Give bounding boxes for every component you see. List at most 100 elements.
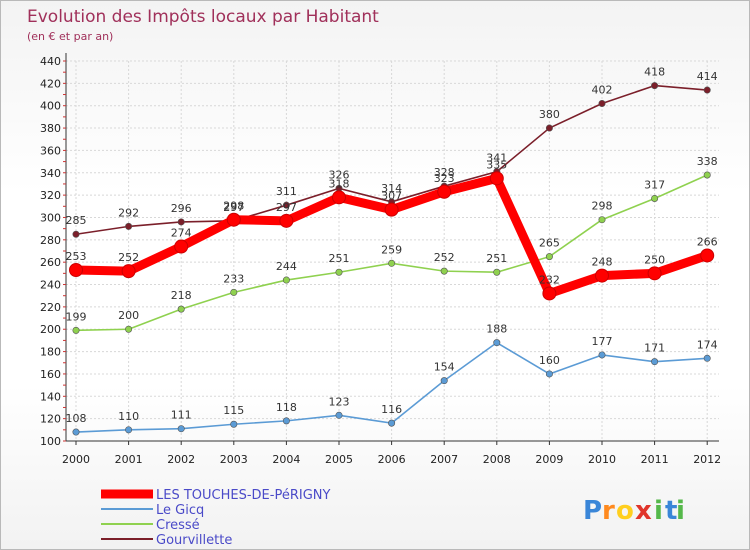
data-label: 311 [276, 185, 297, 198]
data-point [72, 326, 80, 334]
y-tick-label: 380 [40, 122, 61, 135]
data-label: 298 [592, 200, 613, 213]
x-tick-label: 2004 [272, 453, 300, 466]
data-point [598, 351, 606, 359]
data-point [174, 239, 189, 254]
data-point [493, 268, 501, 276]
y-tick-label: 220 [40, 301, 61, 314]
y-tick-label: 120 [40, 413, 61, 426]
x-tick-label: 2009 [535, 453, 563, 466]
data-point [282, 276, 290, 284]
data-label: 171 [644, 342, 665, 355]
data-label: 200 [118, 309, 139, 322]
data-point [651, 358, 659, 366]
y-tick-label: 340 [40, 167, 61, 180]
data-label: 328 [434, 166, 455, 179]
x-tick-label: 2000 [62, 453, 90, 466]
data-label: 326 [329, 168, 350, 181]
legend-label: LES TOUCHES-DE-PéRIGNY [156, 488, 330, 503]
data-label: 188 [486, 323, 507, 336]
data-label: 118 [276, 401, 297, 414]
x-tick-label: 2006 [378, 453, 406, 466]
legend-label: Cressé [156, 518, 200, 533]
data-point [125, 426, 133, 434]
x-tick-label: 2003 [220, 453, 248, 466]
axes: 100 120 140 160 180 200 220 240 260 280 300 320 340 3… [40, 53, 721, 466]
data-label: 177 [592, 335, 613, 348]
data-point [493, 339, 501, 347]
data-label: 232 [539, 273, 560, 286]
data-point [700, 248, 715, 263]
data-label: 199 [66, 310, 87, 323]
x-tick-label: 2011 [641, 453, 669, 466]
y-tick-label: 360 [40, 144, 61, 157]
legend-label: Le Gicq [156, 503, 204, 518]
y-tick-label: 440 [40, 55, 61, 68]
data-label: 317 [644, 178, 665, 191]
data-point [598, 216, 606, 224]
y-tick-label: 420 [40, 77, 61, 90]
y-tick-label: 140 [40, 390, 61, 403]
data-point [177, 305, 185, 313]
data-label: 285 [66, 214, 87, 227]
logo-letter: i [654, 496, 663, 526]
data-label: 259 [381, 243, 402, 256]
data-point [598, 99, 606, 107]
y-tick-label: 280 [40, 234, 61, 247]
data-label: 318 [329, 177, 350, 190]
data-label: 297 [223, 201, 244, 214]
data-point [72, 230, 80, 238]
y-tick-label: 240 [40, 279, 61, 292]
data-point [651, 194, 659, 202]
y-tick-label: 180 [40, 346, 61, 359]
data-label: 323 [434, 172, 455, 185]
data-label: 307 [381, 190, 402, 203]
y-tick-label: 160 [40, 368, 61, 381]
data-label: 123 [329, 395, 350, 408]
data-point [332, 190, 346, 205]
data-point [125, 325, 133, 333]
data-point [703, 354, 711, 362]
data-label: 251 [486, 252, 507, 265]
data-point [121, 264, 136, 279]
data-label: 218 [171, 289, 192, 302]
chart-title: Evolution des Impôts locaux par Habitant [27, 7, 379, 27]
y-tick-label: 100 [40, 435, 61, 448]
data-label: 111 [171, 409, 192, 422]
data-label: 265 [539, 237, 560, 250]
legend-label: Gourvillette [156, 533, 232, 548]
data-label: 298 [223, 200, 244, 213]
x-tick-label: 2010 [588, 453, 616, 466]
data-label: 266 [697, 235, 718, 248]
data-label: 252 [434, 251, 455, 264]
data-label: 292 [118, 206, 139, 219]
x-tick-label: 2005 [325, 453, 353, 466]
data-label: 174 [697, 338, 718, 351]
logo-letter: x [635, 496, 652, 526]
data-point [651, 82, 659, 90]
data-label: 402 [592, 83, 613, 96]
data-point [595, 268, 609, 283]
data-label: 248 [592, 256, 613, 269]
data-point [703, 86, 711, 94]
y-tick-label: 400 [40, 100, 61, 113]
data-label: 414 [697, 70, 718, 83]
data-point [440, 267, 448, 275]
data-point [69, 263, 83, 277]
data-point [125, 222, 133, 230]
logo-letter: i [676, 496, 685, 526]
data-label: 252 [118, 251, 139, 264]
data-label: 251 [329, 252, 350, 265]
data-point [545, 370, 553, 378]
logo-letter: r [602, 496, 615, 526]
data-label: 418 [644, 66, 665, 79]
data-point [440, 377, 448, 385]
data-point [545, 253, 553, 261]
data-point [335, 411, 343, 419]
data-label: 253 [66, 250, 87, 263]
data-label: 250 [644, 253, 665, 266]
data-point [226, 212, 241, 227]
data-label: 244 [276, 260, 297, 273]
